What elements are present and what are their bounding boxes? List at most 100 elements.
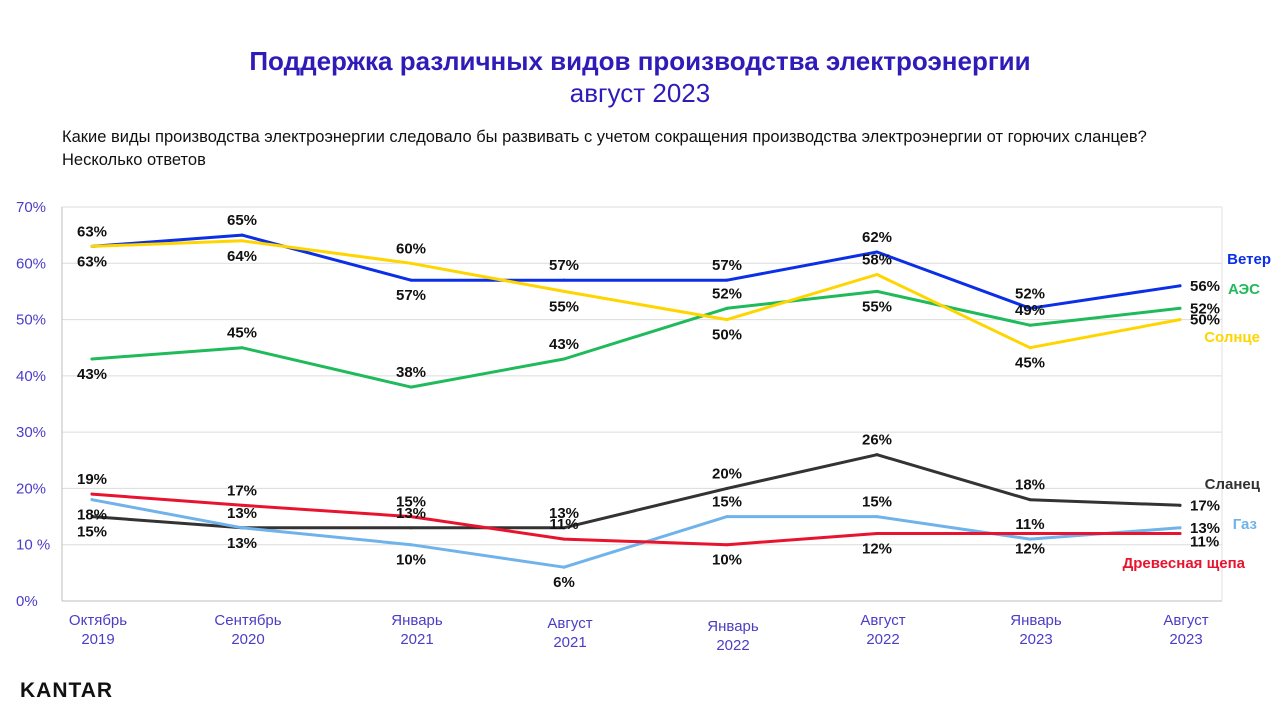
data-point	[409, 526, 413, 530]
data-label: 19%	[77, 471, 107, 488]
data-label: 52%	[1190, 300, 1220, 317]
data-point	[90, 244, 94, 248]
data-label: 52%	[712, 285, 742, 302]
data-point	[1178, 526, 1182, 530]
x-tick-label: Январь	[391, 612, 443, 629]
x-tick-label: Август	[860, 612, 905, 629]
series-line	[90, 233, 1182, 310]
y-tick-label: 40%	[16, 368, 46, 385]
data-label: 38%	[396, 364, 426, 381]
data-point	[562, 526, 566, 530]
data-point	[409, 385, 413, 389]
data-label: 52%	[1015, 285, 1045, 302]
x-tick-label: 2019	[81, 631, 114, 648]
data-point	[1178, 318, 1182, 322]
data-label: 13%	[227, 535, 257, 552]
data-label: 57%	[549, 257, 579, 274]
data-point	[875, 453, 879, 457]
data-label: 11%	[1015, 516, 1044, 533]
data-point	[1178, 306, 1182, 310]
data-point	[90, 357, 94, 361]
chart-subtitle: август 2023	[569, 78, 711, 108]
x-tick-label: 2020	[231, 631, 264, 648]
data-point	[409, 543, 413, 547]
data-label: 26%	[862, 432, 892, 449]
data-point	[409, 261, 413, 265]
data-point	[1178, 531, 1182, 535]
data-point	[725, 278, 729, 282]
data-label: 55%	[862, 298, 892, 315]
data-label: 10%	[396, 552, 426, 569]
legend-label: Газ	[1233, 516, 1257, 533]
data-label: 63%	[77, 253, 107, 270]
x-tick-label: 2022	[716, 637, 749, 654]
x-tick-label: Октябрь	[69, 612, 127, 629]
data-point	[725, 543, 729, 547]
data-label: 11%	[549, 516, 578, 533]
data-point	[725, 515, 729, 519]
data-label: 17%	[227, 482, 257, 499]
data-point	[240, 233, 244, 237]
data-label: 13%	[1190, 520, 1220, 537]
data-label: 45%	[227, 325, 257, 342]
data-label: 49%	[1015, 302, 1045, 319]
legend-label: Солнце	[1204, 329, 1260, 346]
data-label: 57%	[396, 287, 426, 304]
data-point	[562, 565, 566, 569]
y-tick-label: 20%	[16, 480, 46, 497]
data-point	[240, 503, 244, 507]
data-point	[1028, 537, 1032, 541]
data-label: 45%	[1015, 355, 1045, 372]
data-point	[1178, 503, 1182, 507]
data-point	[240, 526, 244, 530]
data-label: 18%	[77, 507, 107, 524]
data-point	[409, 515, 413, 519]
data-point	[875, 250, 879, 254]
legend-label: Ветер	[1227, 251, 1271, 268]
y-tick-label: 70%	[16, 199, 46, 216]
data-label: 15%	[396, 494, 426, 511]
data-point	[1028, 531, 1032, 535]
y-tick-label: 50%	[16, 312, 46, 329]
x-tick-label: 2021	[553, 634, 586, 651]
data-point	[1178, 284, 1182, 288]
data-point	[562, 537, 566, 541]
data-label: 15%	[712, 494, 742, 511]
data-point	[725, 486, 729, 490]
data-label: 15%	[862, 494, 892, 511]
data-label: 12%	[862, 540, 892, 557]
data-point	[562, 289, 566, 293]
data-point	[562, 357, 566, 361]
data-point	[562, 278, 566, 282]
series-line	[90, 453, 1182, 530]
x-tick-label: 2023	[1169, 631, 1202, 648]
data-label: 62%	[862, 229, 892, 246]
data-label: 13%	[549, 505, 579, 522]
data-point	[90, 515, 94, 519]
data-label: 60%	[396, 240, 426, 257]
data-label: 50%	[1190, 312, 1220, 329]
legend-label: АЭС	[1228, 281, 1260, 298]
data-point	[409, 278, 413, 282]
survey-question: Какие виды производства электроэнергии с…	[62, 128, 1147, 169]
legend-label: Древесная щепа	[1123, 555, 1246, 572]
data-label: 13%	[227, 505, 257, 522]
data-point	[1028, 306, 1032, 310]
x-tick-label: 2023	[1019, 631, 1052, 648]
data-label: 12%	[1015, 540, 1045, 557]
x-tick-label: Август	[1163, 612, 1208, 629]
y-tick-label: 10 %	[16, 537, 50, 554]
data-label: 56%	[1190, 278, 1220, 295]
data-label: 6%	[553, 574, 575, 591]
data-point	[875, 273, 879, 277]
data-label: 50%	[712, 327, 742, 344]
data-point	[90, 492, 94, 496]
y-tick-label: 30%	[16, 424, 46, 441]
data-point	[875, 531, 879, 535]
chart-title: Поддержка различных видов производства э…	[249, 46, 1031, 76]
x-tick-label: 2021	[400, 631, 433, 648]
x-tick-label: Январь	[1010, 612, 1062, 629]
data-label: 65%	[227, 212, 257, 229]
x-tick-label: Сентябрь	[214, 612, 281, 629]
